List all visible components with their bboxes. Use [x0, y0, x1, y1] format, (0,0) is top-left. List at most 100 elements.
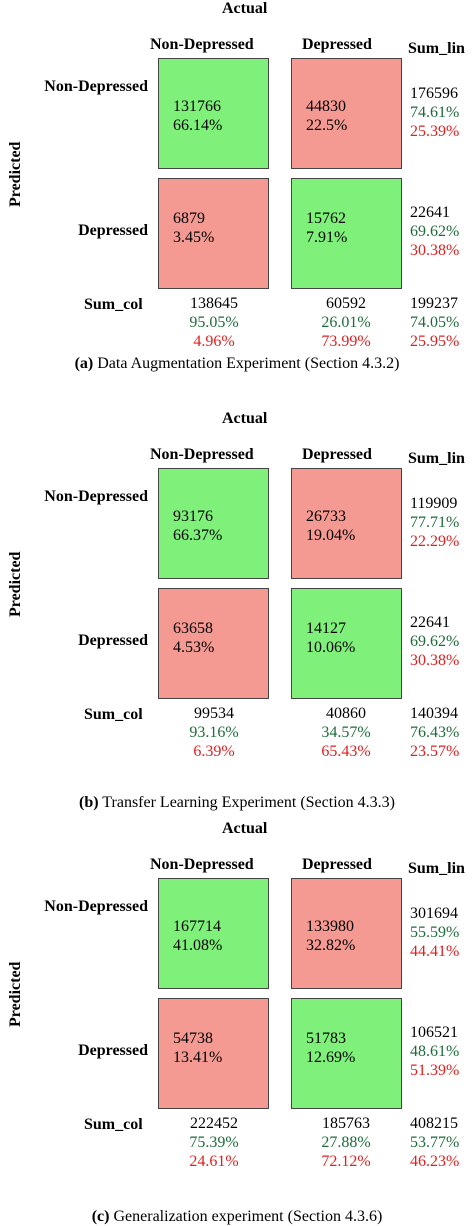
confusion-matrix-panel-b: Actual Non-Depressed Depressed Sum_lin P… — [0, 410, 474, 811]
row-sum-non-depressed: 176596 74.61% 25.39% — [410, 84, 459, 141]
row-sum-pct-wrong: 30.38% — [410, 652, 460, 669]
column-header-sum-lin: Sum_lin — [408, 40, 465, 57]
row-sum-non-depressed: 119909 77.71% 22.29% — [410, 494, 459, 551]
column-header-non-depressed: Non-Depressed — [150, 856, 254, 873]
cell-false-negative: 133980 32.82% — [291, 878, 402, 989]
row-sum-pct-wrong: 30.38% — [410, 242, 460, 259]
cell-false-negative: 26733 19.04% — [291, 468, 402, 579]
caption-tag: (b) — [79, 794, 99, 811]
cell-percent: 4.53% — [173, 639, 215, 656]
row-sum-pct-wrong: 25.39% — [410, 123, 460, 140]
column-header-non-depressed: Non-Depressed — [150, 36, 254, 53]
col-sum-pct-correct: 26.01% — [321, 314, 371, 331]
figure-caption: (c) Generalization experiment (Section 4… — [0, 1208, 474, 1226]
row-sum-pct-wrong: 22.29% — [410, 533, 460, 550]
sum-col-label: Sum_col — [84, 1116, 143, 1133]
sum-col-label: Sum_col — [84, 296, 143, 313]
cell-count: 167714 — [173, 918, 221, 935]
row-sum-pct-wrong: 51.39% — [410, 1062, 460, 1079]
col-sum-pct-wrong: 4.96% — [193, 333, 235, 350]
total-pct-correct: 76.43% — [410, 724, 460, 741]
row-header-depressed: Depressed — [78, 632, 148, 649]
column-header-depressed: Depressed — [302, 36, 372, 53]
cell-false-positive: 63658 4.53% — [158, 588, 269, 699]
caption-tag: (a) — [74, 355, 94, 372]
cell-count: 93176 — [173, 508, 213, 525]
col-sum-pct-correct: 93.16% — [189, 724, 239, 741]
column-header-non-depressed: Non-Depressed — [150, 446, 254, 463]
cell-true-positive: 14127 10.06% — [291, 588, 402, 699]
total-pct-wrong: 23.57% — [410, 743, 460, 760]
col-sum-count: 138645 — [190, 295, 238, 312]
cell-percent: 10.06% — [306, 639, 356, 656]
row-sum-pct-correct: 74.61% — [410, 104, 460, 121]
col-sum-count: 40860 — [326, 705, 366, 722]
col-sum-pct-wrong: 72.12% — [321, 1153, 371, 1170]
col-sum-pct-wrong: 65.43% — [321, 743, 371, 760]
column-header-sum-lin: Sum_lin — [408, 860, 465, 877]
col-sum-pct-correct: 75.39% — [189, 1134, 239, 1151]
cell-count: 133980 — [306, 918, 354, 935]
col-sum-total: 140394 76.43% 23.57% — [398, 704, 474, 761]
total-count: 408215 — [410, 1115, 458, 1132]
col-sum-count: 60592 — [326, 295, 366, 312]
row-sum-depressed: 22641 69.62% 30.38% — [410, 203, 459, 260]
cell-percent: 41.08% — [173, 937, 223, 954]
row-sum-pct-correct: 69.62% — [410, 633, 460, 650]
cell-percent: 66.37% — [173, 527, 223, 544]
col-sum-depressed: 185763 27.88% 72.12% — [296, 1114, 396, 1171]
col-sum-depressed: 60592 26.01% 73.99% — [296, 294, 396, 351]
row-sum-count: 301694 — [410, 905, 458, 922]
cell-true-positive: 51783 12.69% — [291, 998, 402, 1109]
row-sum-non-depressed: 301694 55.59% 44.41% — [410, 904, 459, 961]
cell-percent: 12.69% — [306, 1049, 356, 1066]
col-sum-pct-wrong: 6.39% — [193, 743, 235, 760]
row-sum-count: 119909 — [410, 495, 458, 512]
actual-label: Actual — [222, 410, 268, 427]
actual-label: Actual — [222, 0, 268, 17]
total-pct-wrong: 25.95% — [410, 333, 460, 350]
caption-text: Data Augmentation Experiment (Section 4.… — [93, 355, 400, 372]
cell-true-negative: 131766 66.14% — [158, 58, 269, 169]
col-sum-non-depressed: 222452 75.39% 24.61% — [164, 1114, 264, 1171]
cell-count: 63658 — [173, 620, 213, 637]
total-pct-wrong: 46.23% — [410, 1153, 460, 1170]
actual-label: Actual — [222, 820, 268, 837]
predicted-label: Predicted — [7, 961, 24, 1027]
cell-true-negative: 93176 66.37% — [158, 468, 269, 579]
row-sum-pct-wrong: 44.41% — [410, 943, 460, 960]
cell-percent: 66.14% — [173, 117, 223, 134]
col-sum-pct-correct: 34.57% — [321, 724, 371, 741]
figure-caption: (a) Data Augmentation Experiment (Sectio… — [0, 355, 474, 373]
col-sum-pct-wrong: 24.61% — [189, 1153, 239, 1170]
col-sum-count: 222452 — [190, 1115, 238, 1132]
cell-count: 131766 — [173, 98, 221, 115]
col-sum-total: 408215 53.77% 46.23% — [398, 1114, 474, 1171]
total-count: 140394 — [410, 705, 458, 722]
column-header-depressed: Depressed — [302, 446, 372, 463]
caption-text: Generalization experiment (Section 4.3.6… — [109, 1208, 383, 1225]
cell-percent: 7.91% — [306, 229, 348, 246]
cell-percent: 3.45% — [173, 229, 215, 246]
col-sum-count: 99534 — [194, 705, 234, 722]
caption-tag: (c) — [91, 1208, 110, 1225]
row-sum-pct-correct: 48.61% — [410, 1043, 460, 1060]
column-header-sum-lin: Sum_lin — [408, 450, 465, 467]
total-pct-correct: 53.77% — [410, 1134, 460, 1151]
cell-count: 51783 — [306, 1030, 346, 1047]
cell-percent: 13.41% — [173, 1049, 223, 1066]
cell-percent: 22.5% — [306, 117, 348, 134]
figure-caption: (b) Transfer Learning Experiment (Sectio… — [0, 794, 474, 812]
col-sum-non-depressed: 99534 93.16% 6.39% — [164, 704, 264, 761]
cell-count: 14127 — [306, 620, 346, 637]
total-pct-correct: 74.05% — [410, 314, 460, 331]
predicted-label: Predicted — [7, 551, 24, 617]
row-sum-count: 106521 — [410, 1024, 458, 1041]
row-sum-count: 176596 — [410, 85, 458, 102]
row-sum-depressed: 106521 48.61% 51.39% — [410, 1023, 459, 1080]
confusion-matrix-panel-c: Actual Non-Depressed Depressed Sum_lin P… — [0, 820, 474, 1225]
row-header-non-depressed: Non-Depressed — [44, 898, 148, 915]
cell-false-positive: 6879 3.45% — [158, 178, 269, 289]
row-header-depressed: Depressed — [78, 222, 148, 239]
col-sum-pct-correct: 27.88% — [321, 1134, 371, 1151]
